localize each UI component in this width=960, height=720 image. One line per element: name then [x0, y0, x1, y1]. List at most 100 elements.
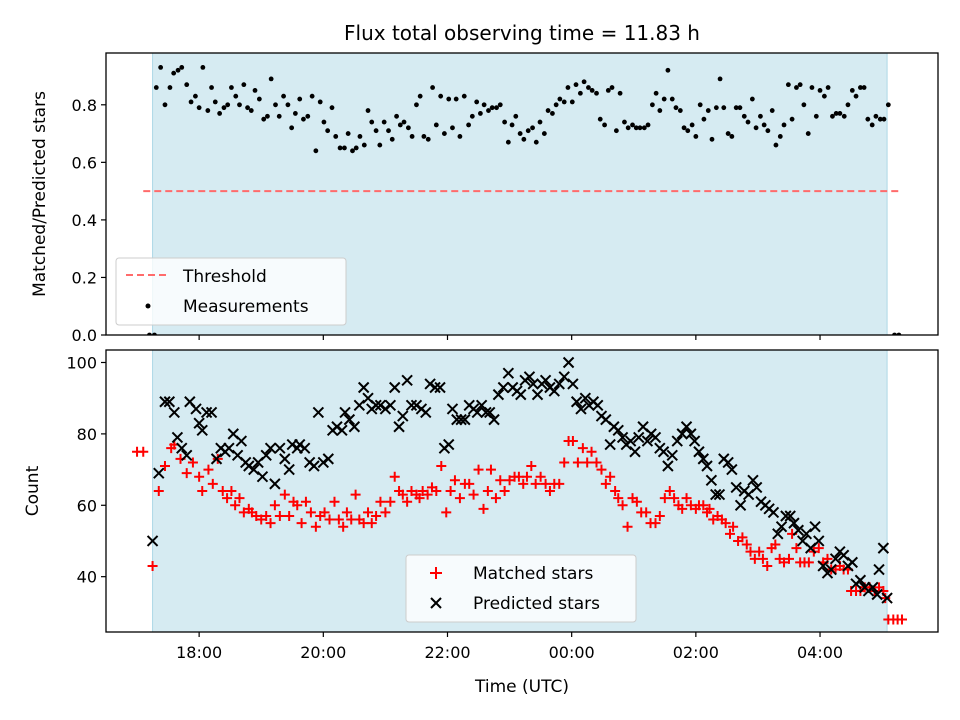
matched-star-point — [147, 560, 158, 571]
predicted-star-point — [633, 431, 645, 444]
measurement-point — [229, 85, 234, 90]
predicted-star-point — [558, 371, 570, 383]
predicted-star-point — [497, 381, 510, 394]
measurement-point — [725, 131, 731, 136]
measurement-point — [625, 125, 631, 131]
predicted-star-point — [854, 574, 867, 586]
measurement-point — [292, 111, 298, 116]
matched-star-point — [234, 493, 245, 504]
predicted-star-point — [629, 446, 641, 458]
predicted-star-point — [846, 556, 859, 569]
predicted-star-point — [159, 396, 171, 408]
matched-star-point — [813, 543, 824, 554]
measurement-point — [677, 108, 683, 113]
measurement-point — [589, 88, 595, 93]
predicted-star-point — [784, 510, 796, 522]
matched-star-point — [770, 539, 781, 550]
legend-matched-label: Matched stars — [473, 564, 593, 584]
matched-star-point — [300, 496, 311, 507]
measurement-point — [673, 105, 679, 111]
measurement-point — [381, 119, 387, 125]
measurement-point — [438, 93, 444, 99]
measurement-point — [805, 131, 811, 136]
predicted-star-point — [308, 460, 320, 472]
x-tick-label: 00:00 — [549, 643, 595, 662]
x-axis-label: Time (UTC) — [474, 677, 569, 697]
matched-star-point — [310, 521, 321, 532]
predicted-star-point — [713, 488, 726, 501]
measurement-point — [530, 125, 535, 131]
measurement-point — [225, 102, 231, 108]
measurement-point — [433, 122, 439, 128]
measurement-point — [765, 128, 771, 134]
measurement-point — [494, 105, 499, 111]
predicted-star-point — [877, 542, 890, 554]
measurement-point — [693, 134, 699, 139]
ratio-panel-frame — [105, 52, 939, 336]
measurement-point — [709, 136, 715, 142]
measurement-point — [297, 96, 303, 102]
matched-star-point — [181, 468, 192, 479]
measurement-point — [497, 102, 503, 108]
measurement-point — [586, 85, 591, 90]
predicted-star-point — [279, 453, 291, 465]
matched-star-point — [261, 510, 272, 521]
matched-star-point — [737, 532, 748, 543]
predicted-star-point — [676, 428, 688, 440]
predicted-star-point — [730, 481, 742, 494]
predicted-star-point — [616, 431, 629, 444]
measurement-point — [421, 134, 427, 139]
matched-star-point — [600, 478, 611, 489]
predicted-star-point — [384, 399, 397, 412]
predicted-star-point — [697, 453, 710, 465]
measurement-point — [345, 131, 351, 136]
predicted-star-point — [429, 381, 441, 394]
measurement-point — [569, 99, 575, 105]
measurement-point — [325, 128, 331, 134]
matched-star-point — [622, 521, 633, 532]
measurement-point — [681, 125, 687, 131]
measurement-point — [633, 125, 639, 131]
predicted-star-point — [539, 374, 552, 387]
measurement-point — [602, 122, 607, 128]
matched-star-point — [389, 471, 400, 482]
measurement-point — [645, 122, 651, 128]
measurement-point — [609, 85, 615, 90]
predicted-star-point — [200, 406, 213, 419]
predicted-star-point — [722, 456, 734, 469]
predicted-star-point — [734, 499, 747, 511]
measurement-point — [305, 113, 311, 119]
measurement-point — [777, 134, 783, 139]
measurement-point — [794, 85, 799, 90]
matched-star-point — [138, 446, 149, 457]
measurement-point — [521, 136, 527, 142]
measurement-point — [333, 134, 339, 139]
matched-star-point — [274, 510, 285, 521]
measurement-point — [441, 131, 447, 136]
measurement-point — [386, 128, 391, 134]
matched-star-point — [544, 486, 555, 496]
legend-matched-swatch — [430, 567, 442, 579]
measurement-point — [669, 96, 675, 102]
measurement-point — [361, 142, 367, 148]
predicted-star-point — [176, 442, 188, 454]
x-tick-label: 18:00 — [176, 643, 222, 662]
matched-star-point — [203, 464, 214, 475]
measurement-point — [821, 93, 827, 99]
matched-star-point — [613, 493, 624, 504]
measurement-point — [525, 128, 531, 134]
measurement-point — [801, 102, 807, 108]
y-tick-label: 80 — [77, 425, 97, 444]
measurement-point — [457, 134, 463, 139]
measurement-point — [717, 76, 723, 82]
measurement-point — [813, 113, 819, 119]
matched-star-point — [725, 528, 735, 539]
predicted-star-point — [343, 413, 356, 426]
predicted-star-point — [817, 560, 829, 572]
measurement-point — [337, 145, 343, 151]
predicted-star-point — [562, 356, 575, 369]
predicted-star-point — [553, 378, 565, 390]
measurement-point — [830, 113, 835, 119]
measurement-point — [533, 139, 539, 145]
measurement-point — [158, 64, 164, 70]
